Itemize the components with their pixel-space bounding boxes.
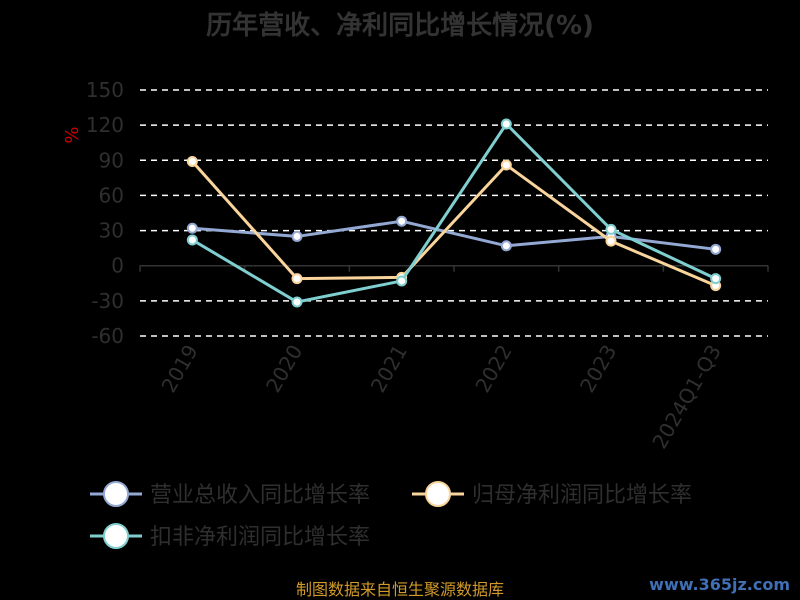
y-tick-label: 60 xyxy=(99,183,124,207)
legend-item-1: 营业总收入同比增长率 xyxy=(90,481,370,508)
x-tick-label: 2022 xyxy=(470,341,516,397)
data-point xyxy=(710,273,722,285)
series-line xyxy=(192,219,716,251)
data-point xyxy=(291,230,303,242)
y-tick-label: 150 xyxy=(86,78,124,102)
series-line xyxy=(191,160,717,288)
data-point xyxy=(396,215,408,227)
data-point xyxy=(500,159,512,171)
watermark: www.365jz.com xyxy=(649,575,790,594)
series-3 xyxy=(186,118,722,308)
y-tick-label: -60 xyxy=(91,324,124,348)
x-tick-label: 2019 xyxy=(156,341,202,397)
data-point xyxy=(186,155,198,167)
y-tick-label: 90 xyxy=(99,148,124,172)
y-tick-label: -30 xyxy=(91,289,124,313)
data-point xyxy=(186,234,198,246)
data-point xyxy=(396,275,408,287)
grid-lines xyxy=(140,89,768,337)
legend-label: 扣非净利润同比增长率 xyxy=(150,525,370,550)
legend-label: 归母净利润同比增长率 xyxy=(472,483,692,508)
legend-item-3: 扣非净利润同比增长率 xyxy=(90,523,370,550)
legend-item-2: 归母净利润同比增长率 xyxy=(412,481,692,508)
data-point xyxy=(605,223,617,235)
data-point xyxy=(500,118,512,130)
y-axis-unit: % xyxy=(62,126,83,143)
data-point xyxy=(291,273,303,285)
legend-marker xyxy=(425,481,451,507)
x-tick-label: 2021 xyxy=(366,341,412,397)
x-tick-label: 2020 xyxy=(261,341,307,397)
series-line xyxy=(191,122,717,304)
data-point xyxy=(291,296,303,308)
series-lines xyxy=(186,118,722,308)
x-tick-label: 2023 xyxy=(575,341,621,397)
y-tick-label: 30 xyxy=(99,219,124,243)
y-tick-label: 0 xyxy=(111,254,124,278)
data-point xyxy=(605,235,617,247)
data-point xyxy=(500,240,512,252)
source-note: 制图数据来自恒生聚源数据库 xyxy=(296,580,504,599)
legend-marker xyxy=(103,481,129,507)
x-tick-label: 2024Q1-Q3 xyxy=(647,341,726,453)
chart-title: 历年营收、净利同比增长情况(%) xyxy=(206,10,594,41)
legend-label: 营业总收入同比增长率 xyxy=(150,483,370,508)
data-point xyxy=(186,222,198,234)
data-point xyxy=(710,243,722,255)
y-tick-label: 120 xyxy=(86,113,124,137)
legend-marker xyxy=(103,523,129,549)
